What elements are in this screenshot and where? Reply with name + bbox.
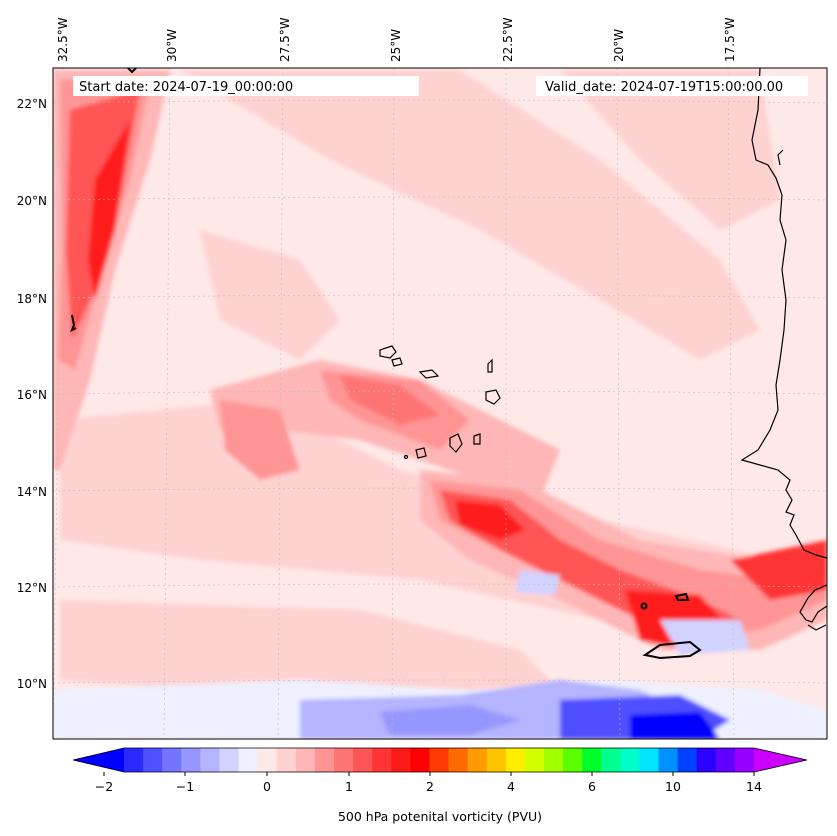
colorbar: −2 −1 0 1 2 4 6 10 14 500 hPa potenital … bbox=[72, 747, 808, 824]
africa-coast bbox=[807, 624, 827, 631]
pv-band bbox=[560, 70, 780, 230]
graticule bbox=[53, 68, 827, 739]
pv-streak-main bbox=[730, 540, 827, 600]
pv-negative bbox=[515, 570, 560, 595]
colorbar-cell bbox=[353, 748, 373, 772]
colorbar-cell bbox=[715, 748, 736, 772]
colorbar-cell bbox=[276, 748, 297, 772]
valid-date-box bbox=[536, 76, 808, 96]
pv-negative bbox=[630, 712, 720, 739]
lon-tick-label: 20°W bbox=[612, 29, 626, 62]
colorbar-cell bbox=[372, 748, 392, 772]
lon-tick-label: 22.5°W bbox=[501, 17, 515, 62]
lon-tick-label: 27.5°W bbox=[278, 17, 292, 62]
colorbar-ticks bbox=[103, 772, 755, 776]
colorbar-cell bbox=[200, 748, 220, 772]
colorbar-cell bbox=[601, 748, 621, 772]
lat-tick-label: 16°N bbox=[17, 388, 47, 402]
colorbar-cell bbox=[162, 748, 182, 772]
pv-negative bbox=[660, 620, 750, 655]
colorbar-cell bbox=[238, 748, 259, 772]
lat-tick-label: 12°N bbox=[17, 581, 47, 595]
colorbar-cell bbox=[219, 748, 240, 772]
colorbar-cell bbox=[486, 748, 507, 772]
colorbar-extend-max bbox=[754, 748, 807, 772]
lat-tick-label: 10°N bbox=[17, 677, 47, 691]
lon-tick-label: 30°W bbox=[165, 29, 179, 62]
coastline bbox=[740, 68, 827, 631]
colorbar-tick-label: 2 bbox=[426, 779, 434, 794]
pv-band bbox=[60, 600, 560, 700]
africa-coast bbox=[740, 68, 827, 559]
colorbar-extend-min bbox=[73, 748, 124, 772]
colorbar-tick-label: 10 bbox=[665, 779, 681, 794]
colorbar-cell bbox=[314, 748, 335, 772]
pv-band bbox=[200, 230, 340, 360]
start-date-label: Start date: 2024-07-19_00:00:00 bbox=[79, 80, 293, 95]
colorbar-cell bbox=[524, 748, 545, 772]
valid-date-label: Valid_date: 2024-07-19T15:00:00.00 bbox=[545, 80, 783, 95]
africa-coast bbox=[799, 584, 827, 623]
lat-tick-label: 18°N bbox=[17, 292, 47, 306]
pv-field bbox=[53, 70, 827, 739]
colorbar-cell bbox=[429, 748, 450, 772]
colorbar-tick-label: 4 bbox=[507, 779, 515, 794]
colorbar-cell bbox=[448, 748, 469, 772]
lat-tick-label: 14°N bbox=[17, 485, 47, 499]
pv-negative bbox=[380, 705, 520, 735]
colorbar-cell bbox=[334, 748, 354, 772]
colorbar-cell bbox=[391, 748, 411, 772]
map-border bbox=[52, 67, 828, 740]
pv-streak-west bbox=[88, 120, 130, 300]
colorbar-tick-label: 6 bbox=[588, 779, 596, 794]
colorbar-tick-label: 0 bbox=[263, 779, 271, 794]
cape-verde-islands bbox=[379, 345, 501, 460]
colorbar-outline bbox=[72, 747, 808, 773]
colorbar-cell bbox=[143, 748, 163, 772]
colorbar-cell bbox=[410, 748, 430, 772]
pv-band bbox=[180, 70, 760, 360]
colorbar-tick-label: 14 bbox=[746, 779, 762, 794]
colorbar-cell bbox=[181, 748, 201, 772]
lat-tick-label: 20°N bbox=[17, 194, 47, 208]
colorbar-cell bbox=[639, 748, 660, 772]
colorbar-tick-label: −1 bbox=[176, 779, 194, 794]
colorbar-cell bbox=[620, 748, 640, 772]
colorbar-cell bbox=[582, 748, 602, 772]
colorbar-cell bbox=[734, 748, 755, 772]
colorbar-cell bbox=[677, 748, 698, 772]
lon-tick-label: 32.5°W bbox=[56, 17, 70, 62]
colorbar-cell bbox=[563, 748, 583, 772]
start-date-box bbox=[73, 76, 419, 96]
lat-tick-label: 22°N bbox=[17, 97, 47, 111]
colorbar-label: 500 hPa potenital vorticity (PVU) bbox=[338, 809, 542, 824]
colorbar-cell bbox=[257, 748, 278, 772]
colorbar-cell bbox=[505, 748, 526, 772]
colorbar-cell bbox=[124, 748, 144, 772]
colorbar-cell bbox=[696, 748, 717, 772]
pv-band-central bbox=[220, 400, 300, 480]
map-panel: Start date: 2024-07-19_00:00:00 Valid_da… bbox=[53, 68, 827, 739]
lon-tick-label: 17.5°W bbox=[723, 17, 737, 62]
pv-2-contours bbox=[70, 68, 702, 660]
colorbar-cells bbox=[124, 748, 755, 772]
pv-band-central bbox=[210, 360, 560, 500]
colorbar-tick-label: −2 bbox=[95, 779, 113, 794]
pv-streak-main bbox=[455, 500, 525, 540]
pv-band-central bbox=[340, 375, 440, 425]
lon-tick-labels: 32.5°W 30°W 27.5°W 25°W 22.5°W 20°W 17.5… bbox=[56, 17, 737, 62]
africa-coast bbox=[777, 149, 784, 166]
lon-tick-label: 25°W bbox=[389, 29, 403, 62]
colorbar-cell bbox=[467, 748, 488, 772]
lat-tick-labels: 22°N 20°N 18°N 16°N 14°N 12°N 10°N bbox=[17, 97, 47, 691]
colorbar-cell bbox=[544, 748, 564, 772]
colorbar-tick-label: 1 bbox=[345, 779, 353, 794]
colorbar-cell bbox=[295, 748, 316, 772]
colorbar-cell bbox=[658, 748, 679, 772]
